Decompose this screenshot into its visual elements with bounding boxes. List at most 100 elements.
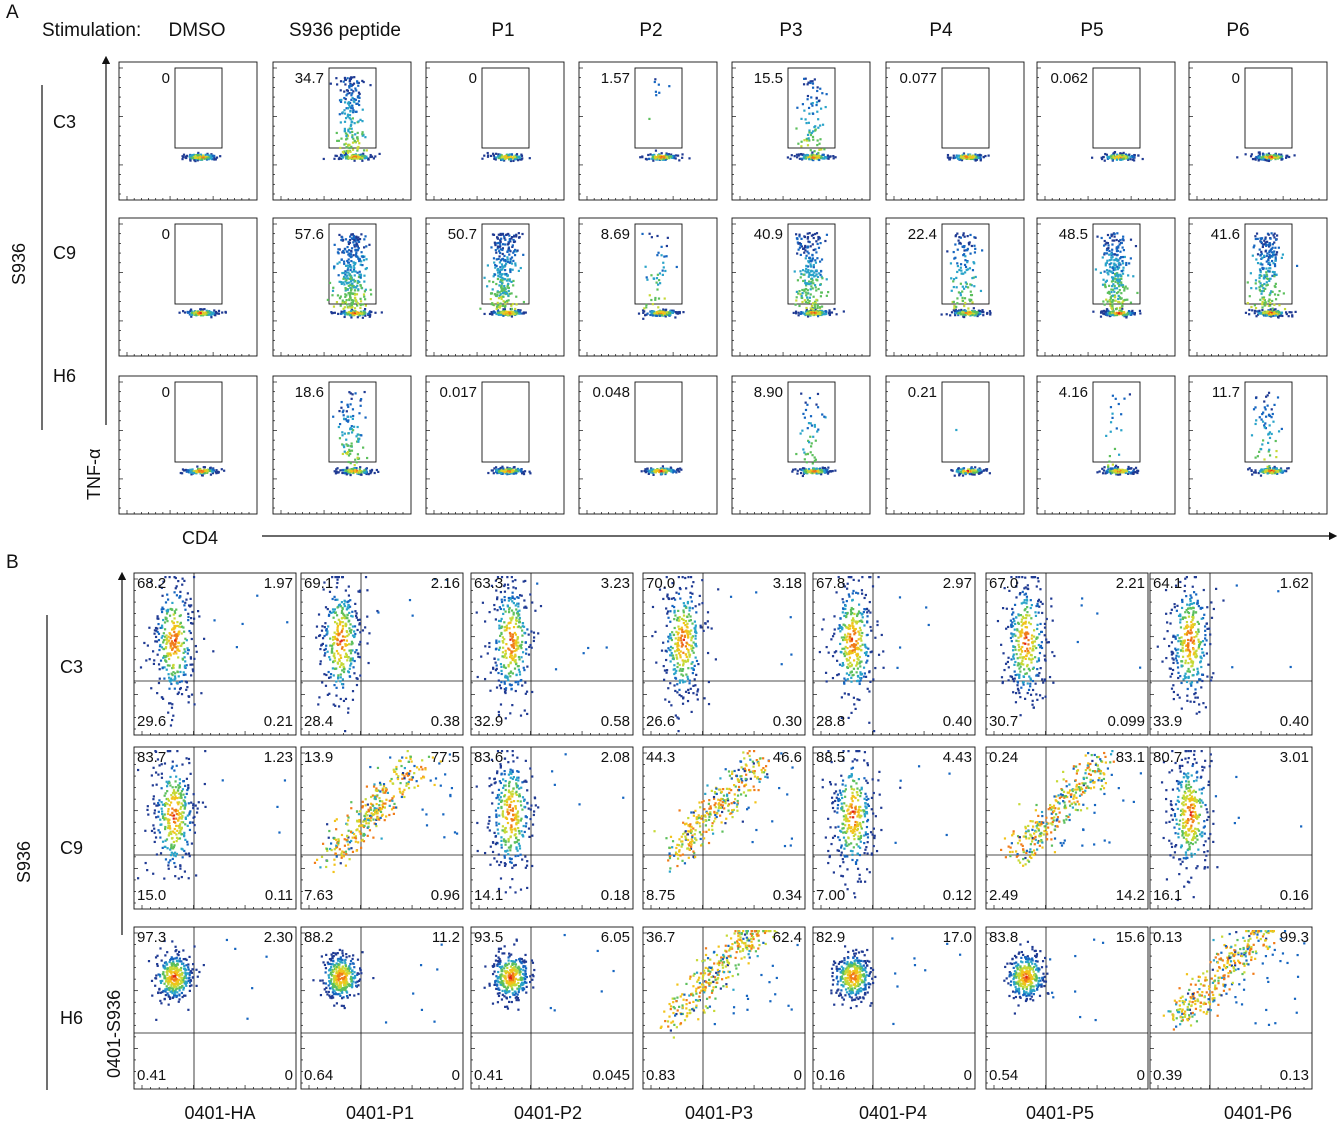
event-dot: [160, 624, 164, 627]
event-dot: [168, 652, 171, 656]
event-dot: [970, 157, 973, 161]
event-dot: [493, 241, 496, 244]
event-dot: [978, 309, 981, 313]
event-dot: [172, 644, 175, 647]
event-dot: [500, 282, 504, 285]
event-dot: [1259, 273, 1262, 277]
event-dot: [215, 156, 219, 159]
event-dot: [827, 291, 830, 294]
event-dot: [1281, 314, 1284, 318]
event-dot: [332, 415, 335, 418]
event-dot: [196, 312, 199, 315]
event-dot: [1255, 419, 1258, 422]
event-dot: [794, 303, 797, 306]
event-dot: [355, 435, 358, 438]
event-dot: [1268, 413, 1271, 416]
event-dot: [350, 449, 354, 452]
plot-frame: [272, 217, 412, 357]
event-dot: [503, 159, 506, 162]
event-dot: [208, 310, 211, 313]
event-dot: [1108, 299, 1111, 302]
event-dot: [344, 270, 347, 273]
event-dot: [356, 271, 359, 274]
event-dot: [340, 238, 343, 242]
event-dot: [1111, 294, 1114, 297]
event-dot: [511, 268, 514, 271]
event-dot: [1259, 158, 1262, 161]
event-dot: [153, 632, 156, 635]
event-dot: [508, 249, 511, 252]
event-dot: [1110, 157, 1113, 160]
event-dot: [167, 676, 171, 679]
event-dot: [972, 261, 975, 264]
event-dot: [815, 96, 818, 99]
event-dot: [176, 692, 179, 696]
event-dot: [338, 113, 341, 116]
event-dot: [1129, 238, 1133, 241]
flow-plot: [425, 217, 565, 357]
event-dot: [975, 313, 978, 316]
event-dot: [654, 149, 658, 152]
event-dot: [1114, 469, 1117, 472]
event-dot: [501, 155, 504, 158]
event-dot: [1110, 306, 1113, 309]
event-dot: [1105, 269, 1109, 272]
event-dot: [200, 158, 203, 161]
event-dot: [1105, 279, 1109, 282]
event-dot: [324, 622, 327, 625]
event-dot: [1253, 304, 1256, 307]
event-dot: [362, 312, 366, 316]
event-dot: [795, 153, 799, 156]
event-dot: [1271, 412, 1274, 416]
event-dot: [819, 242, 822, 245]
event-dot: [518, 312, 521, 315]
event-dot: [209, 154, 212, 158]
event-dot: [493, 261, 496, 264]
event-dot: [503, 312, 506, 315]
event-dot: [809, 80, 812, 83]
event-dot: [343, 101, 347, 104]
event-dot: [981, 309, 984, 312]
event-dot: [824, 105, 827, 109]
event-dot: [511, 244, 514, 247]
event-dot: [1260, 240, 1263, 244]
event-dot: [335, 131, 338, 135]
event-dot: [502, 308, 505, 311]
event-dot: [356, 146, 359, 149]
event-dot: [499, 313, 503, 316]
event-dot: [348, 143, 351, 146]
event-dot: [1119, 238, 1122, 242]
event-dot: [512, 240, 516, 244]
event-dot: [358, 468, 361, 471]
event-dot: [1265, 267, 1268, 270]
event-dot: [809, 415, 813, 418]
event-dot: [1267, 441, 1270, 445]
event-dot: [1267, 159, 1271, 163]
event-dot: [1111, 301, 1114, 304]
event-dot: [357, 236, 360, 239]
event-dot: [1125, 316, 1128, 319]
event-dot: [811, 86, 815, 89]
event-dot: [798, 290, 801, 293]
event-dot: [811, 135, 815, 139]
event-dot: [339, 295, 342, 298]
event-dot: [349, 84, 353, 87]
event-dot: [1258, 416, 1261, 419]
event-dot: [505, 233, 508, 237]
plot-frame: [885, 61, 1025, 201]
event-dot: [212, 650, 215, 653]
event-dot: [660, 152, 663, 155]
event-dot: [497, 275, 500, 278]
event-dot: [978, 153, 981, 156]
event-dot: [346, 264, 349, 267]
event-dot: [331, 294, 334, 297]
event-dot: [492, 472, 495, 475]
event-dot: [1121, 262, 1125, 265]
event-dot: [811, 279, 814, 282]
event-dot: [1271, 246, 1274, 249]
event-dot: [175, 594, 179, 597]
event-dot: [965, 285, 968, 288]
event-dot: [356, 453, 360, 456]
event-dot: [1123, 299, 1126, 302]
event-dot: [816, 89, 819, 93]
